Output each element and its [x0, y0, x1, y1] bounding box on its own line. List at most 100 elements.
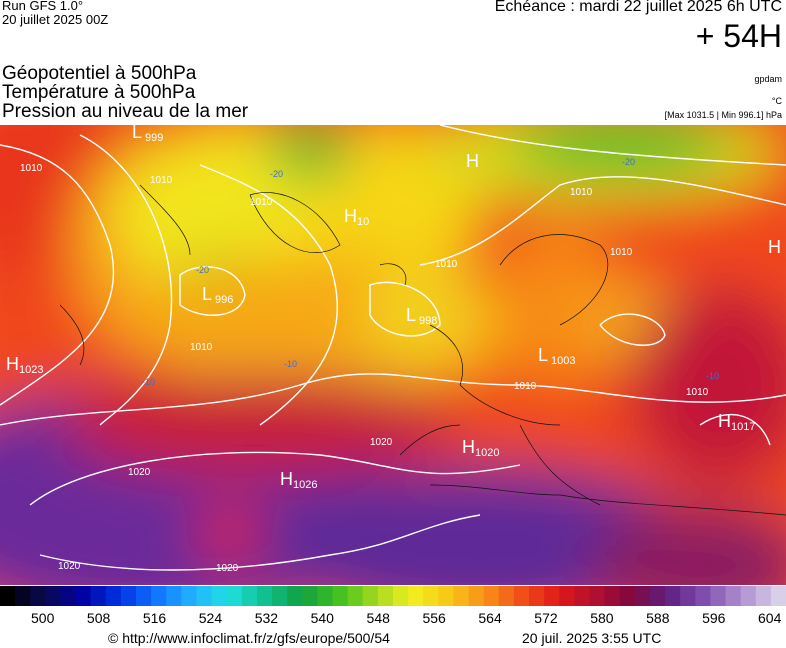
temperature-label: -10: [142, 377, 155, 387]
unit: [Max 1031.5 | Min 996.1] hPa: [664, 110, 782, 120]
temperature-label: -20: [270, 169, 283, 179]
colorbar-tick-label: 596: [702, 610, 726, 626]
colorbar-swatch: [151, 586, 167, 606]
isobar-label: 1010: [150, 175, 173, 186]
colorbar-tick-label: 516: [142, 610, 167, 626]
colorbar-swatch: [332, 586, 349, 606]
colorbar-tick-label: 540: [310, 610, 334, 626]
colorbar-swatch: [740, 586, 757, 606]
colorbar-swatch: [136, 586, 152, 606]
run: Run GFS 1.0°: [2, 0, 84, 13]
isobar-label: 1010: [20, 163, 43, 174]
unit: gpdam: [754, 74, 782, 84]
center-value: 10: [357, 216, 369, 228]
colorbar-swatch: [770, 586, 786, 606]
colorbar-swatch: [302, 586, 318, 606]
colorbar-swatch: [423, 586, 439, 606]
echeance: Echéance : mardi 22 juillet 2025 6h UTC: [494, 0, 782, 15]
colorbar-swatch: [0, 586, 16, 606]
timestamp: 20 juil. 2025 3:55 UTC: [522, 630, 662, 646]
center-letter: H: [280, 469, 293, 489]
colorbar-swatch: [483, 586, 500, 606]
colorbar-swatch: [60, 586, 77, 606]
colorbar-swatch: [30, 586, 46, 606]
center-value: 999: [145, 132, 163, 144]
colorbar-swatch: [589, 586, 606, 606]
isobar-label: 1010: [514, 381, 537, 392]
colorbar-swatch: [317, 586, 334, 606]
center-letter: H: [6, 354, 19, 374]
colorbar-swatch: [559, 586, 575, 606]
colorbar-swatch: [755, 586, 772, 606]
colorbar-swatch: [438, 586, 454, 606]
colorbar-tick-label: 532: [254, 610, 279, 626]
colorbar-swatch: [393, 586, 409, 606]
temperature-label: -10: [706, 371, 719, 381]
isobar-label: 1010: [610, 247, 633, 258]
isobar-label: 1010: [686, 387, 709, 398]
center-letter: L: [132, 125, 142, 142]
colorbar-swatch: [15, 586, 31, 606]
colorbar-tick-label: 556: [422, 610, 446, 626]
temperature-label: -20: [622, 157, 635, 167]
isobar-label: 1020: [58, 561, 81, 572]
lead-time: + 54H: [695, 18, 782, 54]
colorbar-swatch: [710, 586, 727, 606]
colorbar-swatch: [287, 586, 303, 606]
colorbar-tick-label: 524: [198, 610, 223, 626]
colorbar-swatch: [272, 586, 288, 606]
unit: °C: [771, 96, 782, 106]
colorbar-swatch: [75, 586, 92, 606]
isobar-label: 1010: [570, 187, 593, 198]
colorbar-swatch: [347, 586, 364, 606]
center-value: 1003: [551, 355, 575, 367]
colorbar-tick-label: 572: [534, 610, 558, 626]
center-letter: L: [202, 284, 212, 304]
colorbar-swatch: [619, 586, 636, 606]
colorbar-swatch: [453, 586, 470, 606]
colorbar: [0, 586, 786, 606]
center-letter: H: [466, 151, 479, 171]
field: Pression au niveau de la mer: [2, 101, 249, 122]
colorbar-swatch: [166, 586, 182, 606]
isobar-label: 1020: [128, 467, 151, 478]
center-letter: H: [718, 411, 731, 431]
colorbar-swatch: [498, 586, 515, 606]
colorbar-swatch: [362, 586, 379, 606]
colorbar-swatch: [634, 586, 651, 606]
center-value: 998: [419, 315, 437, 327]
colorbar-swatch: [529, 586, 545, 606]
colorbar-tick-label: 564: [478, 610, 502, 626]
colorbar-swatch: [408, 586, 424, 606]
isobar-label: 1020: [370, 437, 393, 448]
field: Température à 500hPa: [2, 82, 196, 103]
colorbar-tick-label: 588: [646, 610, 670, 626]
source-url: © http://www.infoclimat.fr/z/gfs/europe/…: [108, 630, 390, 646]
colorbar-swatch: [256, 586, 273, 606]
colorbar-ticks: 500 508 516 524 532 540 548 556 564 572 580 588 596 6…: [0, 610, 786, 628]
colorbar-swatch: [604, 586, 621, 606]
colorbar-swatch: [680, 586, 696, 606]
colorbar-tick-label: 604: [758, 610, 782, 626]
colorbar-swatch: [649, 586, 666, 606]
colorbar-tick-label: 500: [31, 610, 55, 626]
field: Géopotentiel à 500hPa: [2, 63, 197, 84]
colorbar-tick-label: 580: [590, 610, 614, 626]
colorbar-tick-label: 508: [86, 610, 111, 626]
center-letter: L: [406, 305, 416, 325]
colorbar-swatch: [468, 586, 485, 606]
center-value: 1023: [19, 364, 43, 376]
colorbar-swatch: [513, 586, 530, 606]
colorbar-swatch: [181, 586, 197, 606]
run-date: 20 juillet 2025 00Z: [2, 12, 109, 27]
isobar-label: 1010: [435, 259, 458, 270]
colorbar-swatch: [90, 586, 107, 606]
colorbar-tick-label: 548: [366, 610, 390, 626]
colorbar-swatch: [377, 586, 394, 606]
colorbar-swatch: [574, 586, 590, 606]
temperature-label: -10: [284, 359, 297, 369]
center-letter: H: [344, 206, 357, 226]
colorbar-swatch: [196, 586, 213, 606]
